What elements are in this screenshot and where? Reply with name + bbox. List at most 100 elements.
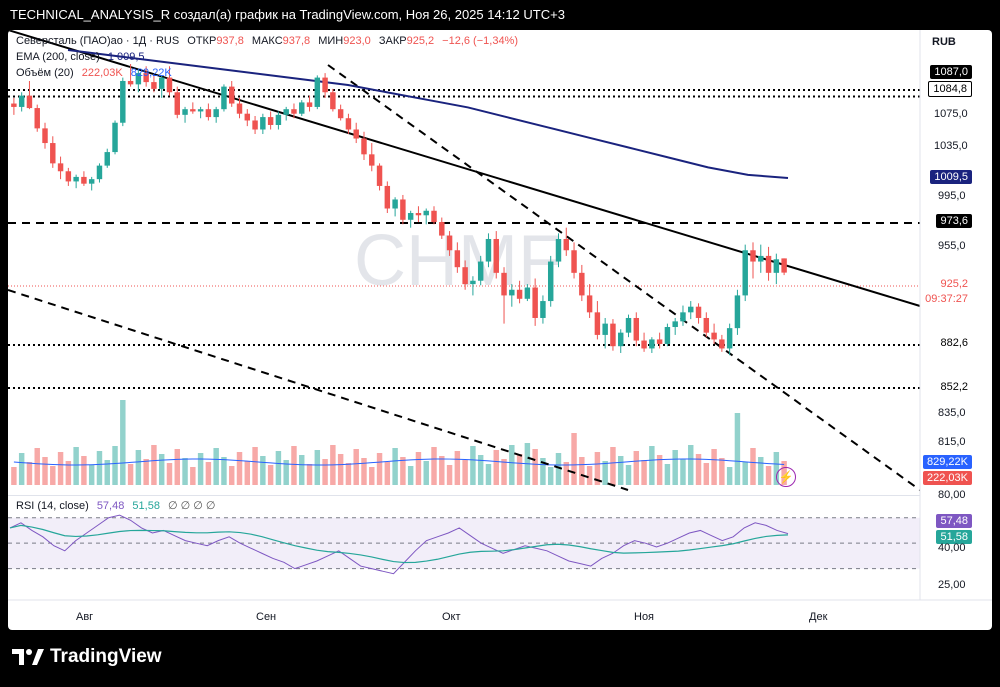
candle-body [151, 82, 157, 89]
volume-bar [11, 467, 17, 485]
chart-panel[interactable]: CHMF Северсталь (ПАО)ао · 1Д · RUS ОТКР9… [8, 30, 992, 630]
volume-label: Объём (20) [16, 67, 74, 79]
candle-body [267, 117, 274, 125]
volume-bar [135, 450, 142, 485]
volume-bar [586, 466, 593, 485]
candle-body [532, 287, 538, 318]
volume-bar [602, 461, 608, 485]
candle-body [96, 165, 103, 180]
volume-bar [711, 449, 717, 485]
candle-body [734, 295, 741, 329]
volume-bar [532, 449, 538, 485]
candle-body [594, 312, 601, 335]
candle-body [127, 80, 134, 85]
candle-body [345, 118, 352, 130]
volume-bar [345, 463, 352, 485]
candle-body [641, 340, 647, 349]
candle-body [571, 250, 577, 273]
candle-body [695, 306, 702, 318]
volume-bar [758, 457, 764, 485]
volume-bar [446, 465, 453, 485]
volume-bar [516, 454, 523, 485]
candle-body [361, 138, 367, 155]
candle-body [260, 117, 266, 130]
candle-body [384, 185, 391, 209]
volume-bar [734, 413, 741, 485]
volume-bar [252, 447, 258, 485]
candle-body [252, 120, 258, 130]
legend-open: ОТКР937,8 [187, 35, 244, 47]
volume-bar [594, 452, 601, 485]
volume-bar [221, 457, 227, 485]
price-box-ema: 1009,5 [930, 170, 972, 184]
volume-bar [454, 451, 461, 485]
candle-body [197, 109, 204, 112]
time-label-dec: Дек [809, 611, 828, 623]
volume-bar [236, 452, 243, 485]
tick-955: 955,0 [938, 240, 966, 252]
low-value: 923,0 [343, 35, 371, 47]
volume-bar [649, 446, 655, 485]
volume-bar [641, 460, 647, 485]
volume-bar [158, 454, 165, 485]
candle-body [516, 289, 523, 299]
candle-body [353, 129, 359, 139]
volume-bar [400, 457, 406, 485]
tick-1035: 1035,0 [934, 140, 968, 152]
candle-body [555, 238, 562, 262]
candle-body [618, 332, 624, 347]
candle-body [423, 210, 429, 216]
tick-835: 835,0 [938, 407, 966, 419]
price-box-vol-ma: 829,22K [923, 455, 972, 469]
currency-label: RUB [932, 36, 956, 48]
candle-body [18, 95, 25, 107]
volume-bar [610, 447, 616, 485]
volume-bar [322, 459, 328, 485]
candle-body [431, 210, 437, 223]
volume-bar [283, 460, 289, 485]
rsi-ma-value: 51,58 [132, 500, 160, 512]
candle-body [509, 289, 515, 296]
legend-ema: EMA (200, close) 1 009,5 [16, 51, 150, 63]
candle-body [229, 86, 235, 104]
volume-bar [477, 455, 484, 485]
volume-bar [81, 456, 87, 485]
ema200-line [67, 49, 789, 179]
volume-bar [765, 466, 772, 485]
volume-bar [431, 447, 437, 485]
volume-bar [18, 453, 25, 485]
volume-bar [656, 455, 663, 485]
volume-bar [299, 455, 305, 485]
low-label: МИН [318, 35, 344, 47]
volume-bar [42, 457, 48, 485]
candle-body [703, 317, 710, 333]
candle-body [322, 77, 328, 93]
candle-body [73, 176, 79, 182]
rsi-extra: ∅ ∅ ∅ ∅ [168, 500, 216, 512]
candle-body [688, 306, 694, 313]
candle-body [633, 317, 640, 341]
volume-bar [493, 450, 499, 485]
candle-body [57, 163, 64, 172]
tradingview-logo: TradingView [12, 646, 162, 668]
volume-bar [742, 462, 748, 485]
candle-body [400, 199, 406, 220]
tick-815: 815,0 [938, 436, 966, 448]
volume-bar [423, 461, 429, 485]
time-label-sep: Сен [256, 611, 277, 623]
candle-body [470, 280, 476, 285]
candle-body [221, 86, 227, 110]
candle-body [750, 250, 756, 262]
volume-bar [407, 466, 414, 485]
volume-bar [470, 446, 476, 485]
candle-body [11, 103, 17, 107]
chart-canvas[interactable]: CHMF [8, 30, 992, 630]
candle-body [680, 312, 686, 322]
close-label: ЗАКР [378, 35, 407, 47]
candle-body [205, 109, 212, 118]
volume-bar [229, 466, 235, 485]
lightning-icon[interactable]: ⚡ [776, 467, 796, 487]
candle-body [337, 109, 344, 119]
price-box-1084: 1084,8 [928, 81, 972, 97]
volume-bar [353, 449, 359, 485]
